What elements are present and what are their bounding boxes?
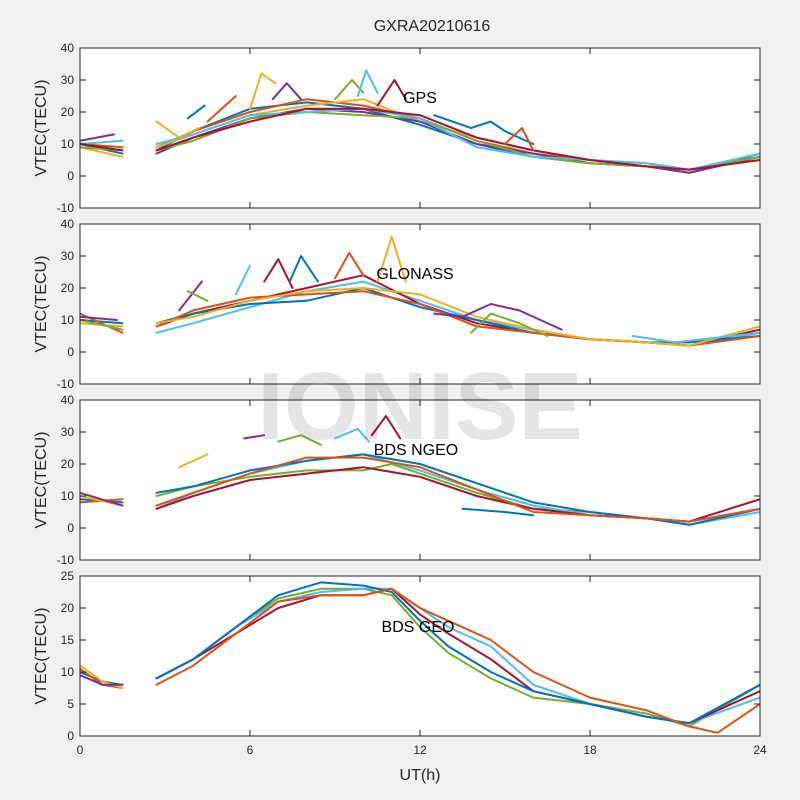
series-line xyxy=(80,664,124,689)
y-tick-label: 15 xyxy=(61,633,75,647)
subplot-panels: -10 0 10 20 30 40 VTEC(TECU) GPS -10 0 10 20 30 40 VTE… xyxy=(33,41,767,757)
series-line xyxy=(206,95,237,123)
series-line xyxy=(376,79,407,107)
series-lines xyxy=(80,69,760,174)
series-line xyxy=(80,674,124,686)
series-line xyxy=(433,303,563,331)
subplot-1: -10 0 10 20 30 40 VTEC(TECU) GPS xyxy=(33,41,761,215)
series-lines xyxy=(80,581,760,734)
watermark: IONISE xyxy=(257,353,582,460)
series-line xyxy=(80,319,124,325)
y-tick-label: 40 xyxy=(61,217,75,231)
x-tick-label: 12 xyxy=(413,743,427,757)
series-line xyxy=(271,82,302,101)
series-line xyxy=(80,139,124,145)
series-line xyxy=(80,491,124,507)
series-line xyxy=(155,107,760,171)
series-line xyxy=(631,331,760,344)
series-line xyxy=(80,143,124,152)
y-tick-label: 0 xyxy=(67,169,74,183)
series-line xyxy=(376,235,407,283)
series-line xyxy=(155,107,760,171)
series-line xyxy=(234,264,251,296)
x-axis-label: UT(h) xyxy=(400,767,441,784)
y-tick-label: 0 xyxy=(67,729,74,743)
y-tick-label: 20 xyxy=(61,601,75,615)
panel-label: GLONASS xyxy=(376,266,453,283)
series-line xyxy=(178,280,203,312)
y-tick-label: 40 xyxy=(61,41,75,55)
y-tick-label: 20 xyxy=(61,457,75,471)
series-line xyxy=(155,581,760,725)
y-tick-label: 10 xyxy=(61,665,75,679)
series-line xyxy=(263,258,294,289)
y-tick-label: 0 xyxy=(67,521,74,535)
series-line xyxy=(277,434,322,446)
y-tick-label: -10 xyxy=(57,201,75,215)
y-tick-label: 40 xyxy=(61,393,75,407)
y-axis-label: VTEC(TECU) xyxy=(33,256,50,353)
y-tick-label: 25 xyxy=(61,569,75,583)
series-line xyxy=(178,453,209,469)
y-tick-label: -10 xyxy=(57,377,75,391)
y-tick-label: 30 xyxy=(61,249,75,263)
series-line xyxy=(186,290,209,302)
y-tick-label: 20 xyxy=(61,281,75,295)
series-line xyxy=(370,415,402,440)
y-axis-label: VTEC(TECU) xyxy=(33,80,50,177)
y-axis-label: VTEC(TECU) xyxy=(33,608,50,705)
subplot-2: -10 0 10 20 30 40 VTEC(TECU) GLONASS xyxy=(33,217,761,391)
y-tick-label: 20 xyxy=(61,105,75,119)
series-line xyxy=(80,319,124,331)
series-line xyxy=(334,427,370,443)
panel-label: GPS xyxy=(403,90,437,107)
y-tick-label: 10 xyxy=(61,313,75,327)
series-lines xyxy=(80,415,760,526)
axes-background xyxy=(80,576,760,736)
y-tick-label: 10 xyxy=(61,489,75,503)
y-tick-label: 5 xyxy=(67,697,74,711)
series-line xyxy=(334,251,365,280)
series-line xyxy=(504,127,535,152)
axes-background xyxy=(80,48,760,208)
y-axis-label: VTEC(TECU) xyxy=(33,432,50,529)
series-line xyxy=(470,312,549,337)
panel-label: BDS NGEO xyxy=(374,442,458,459)
series-line xyxy=(155,456,760,523)
series-line xyxy=(80,146,124,158)
series-line xyxy=(243,434,266,440)
y-tick-label: 30 xyxy=(61,425,75,439)
x-tick-label: 6 xyxy=(247,743,254,757)
series-line xyxy=(356,69,379,97)
series-line xyxy=(288,255,319,283)
series-line xyxy=(80,315,118,321)
panel-label: BDS GEO xyxy=(382,619,455,636)
x-tick-label: 24 xyxy=(753,743,767,757)
series-line xyxy=(461,507,535,517)
series-line xyxy=(186,104,206,120)
y-tick-label: 10 xyxy=(61,137,75,151)
series-line xyxy=(155,287,760,347)
x-tick-label: 0 xyxy=(77,743,84,757)
subplot-4: 0 5 10 15 20 25 0 6 12 18 24 VTEC(TECU) BDS GEO xyxy=(33,569,767,757)
subplot-3: -10 0 10 20 30 40 VTEC(TECU) BDS NGEO xyxy=(33,393,761,567)
y-tick-label: 0 xyxy=(67,345,74,359)
x-tick-label: 18 xyxy=(583,743,597,757)
series-line xyxy=(155,587,760,734)
figure-title: GXRA20210616 xyxy=(374,18,491,35)
axes-background xyxy=(80,400,760,560)
y-tick-label: -10 xyxy=(57,553,75,567)
series-line xyxy=(155,120,200,139)
series-lines xyxy=(80,235,760,347)
series-line xyxy=(249,72,277,110)
y-tick-label: 30 xyxy=(61,73,75,87)
series-line xyxy=(80,133,115,142)
